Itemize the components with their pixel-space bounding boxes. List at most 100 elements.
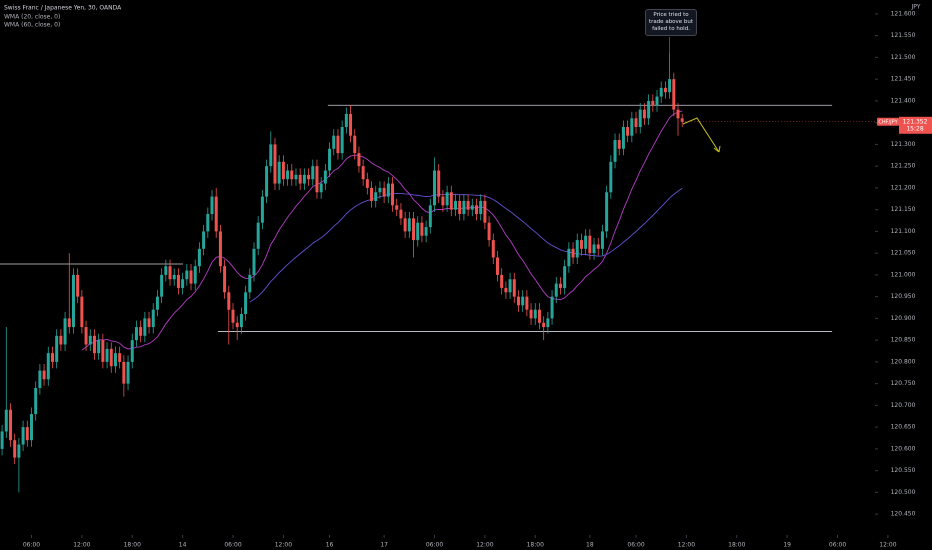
candle-body xyxy=(500,274,504,288)
candle-body xyxy=(59,335,63,345)
x-tick-label: 12:00 xyxy=(879,542,896,549)
candle-body xyxy=(353,135,357,154)
candle-body xyxy=(235,322,239,328)
candle-body xyxy=(491,240,495,258)
candle-body xyxy=(181,279,185,288)
candle-body xyxy=(252,248,256,275)
candle-body xyxy=(118,353,122,362)
candle-body xyxy=(80,296,84,328)
x-tick-label: 12:00 xyxy=(476,542,493,549)
x-tick-label: 06:00 xyxy=(224,542,241,549)
candle-body xyxy=(323,170,327,184)
candle-body xyxy=(126,361,130,384)
candle-body xyxy=(668,79,672,93)
x-tick-label: 12:00 xyxy=(678,542,695,549)
candle-body xyxy=(214,196,218,232)
candle-body xyxy=(290,170,294,180)
candle-body xyxy=(202,231,206,249)
candle-body xyxy=(172,274,176,280)
candle-body xyxy=(84,327,88,345)
x-tick-label: 18:00 xyxy=(527,542,544,549)
candle-body xyxy=(441,196,445,206)
candle-body xyxy=(617,140,621,149)
candle-body xyxy=(92,335,96,354)
candle-body xyxy=(13,440,17,458)
candle-body xyxy=(374,192,378,201)
x-tick-label: 12:00 xyxy=(275,542,292,549)
candle-body xyxy=(134,327,138,341)
x-tick-label: 06:00 xyxy=(829,542,846,549)
y-tick-label: 120.800 xyxy=(891,358,916,365)
candle-body xyxy=(579,240,583,249)
candle-body xyxy=(361,166,365,180)
y-tick-label: 120.750 xyxy=(891,380,916,387)
candle-body xyxy=(349,113,353,136)
candle-body xyxy=(21,427,25,445)
x-tick-label: 06:00 xyxy=(627,542,644,549)
y-tick-label: 120.850 xyxy=(891,337,916,344)
y-tick-label: 120.950 xyxy=(891,293,916,300)
candle-body xyxy=(659,87,663,97)
candle-body xyxy=(424,227,428,236)
candle-body xyxy=(164,266,168,275)
candle-body xyxy=(365,179,369,188)
candle-body xyxy=(487,222,491,241)
y-tick-label: 121.150 xyxy=(891,206,916,213)
candle-body xyxy=(256,222,260,249)
x-tick-label: 16 xyxy=(326,542,334,549)
candle-body xyxy=(294,174,298,180)
x-tick-label: 06:00 xyxy=(426,542,443,549)
candle-body xyxy=(504,287,508,293)
candle-body xyxy=(642,109,646,119)
symbol-badge xyxy=(877,117,899,126)
y-tick-label: 120.650 xyxy=(891,424,916,431)
indicator-line xyxy=(81,110,683,351)
candle-body xyxy=(46,353,50,380)
y-tick-label: 121.100 xyxy=(891,228,916,235)
candle-body xyxy=(277,161,281,184)
y-tick-label: 120.550 xyxy=(891,467,916,474)
candle-body xyxy=(189,270,193,284)
candle-body xyxy=(626,127,630,136)
candle-body xyxy=(67,318,71,328)
candle-body xyxy=(218,231,222,267)
candle-body xyxy=(386,183,390,197)
candle-body xyxy=(210,196,214,214)
candle-body xyxy=(596,244,600,249)
y-tick-label: 121.450 xyxy=(891,76,916,83)
y-tick-label: 120.450 xyxy=(891,511,916,518)
candle-body xyxy=(311,166,315,180)
candle-body xyxy=(307,174,311,180)
candle-body xyxy=(521,296,525,306)
candle-body xyxy=(42,370,46,380)
candle-body xyxy=(437,170,441,197)
candle-body xyxy=(533,309,537,319)
candle-body xyxy=(571,248,575,258)
candle-body xyxy=(302,174,306,184)
candle-body xyxy=(588,235,592,254)
indicator-line xyxy=(249,187,683,303)
candle-body xyxy=(281,161,285,180)
candle-body xyxy=(4,409,8,432)
candle-body xyxy=(395,205,399,210)
candle-body xyxy=(403,218,407,232)
candle-body xyxy=(651,100,655,106)
candle-body xyxy=(382,187,386,197)
y-tick-label: 120.600 xyxy=(891,445,916,452)
candle-body xyxy=(399,209,403,219)
candle-body xyxy=(168,266,172,280)
candle-body xyxy=(378,187,382,193)
x-tick-label: 18 xyxy=(586,542,594,549)
candle-body xyxy=(575,240,579,258)
candle-body xyxy=(88,335,92,345)
candle-body xyxy=(273,144,277,184)
candle-body xyxy=(139,327,143,336)
x-tick-label: 17 xyxy=(380,542,388,549)
y-tick-label: 121.050 xyxy=(891,250,916,257)
candle-body xyxy=(50,353,54,362)
candle-body xyxy=(248,274,252,293)
candle-body xyxy=(160,274,164,297)
candle-body xyxy=(537,309,541,323)
candle-body xyxy=(344,113,348,128)
candle-body xyxy=(231,309,235,323)
